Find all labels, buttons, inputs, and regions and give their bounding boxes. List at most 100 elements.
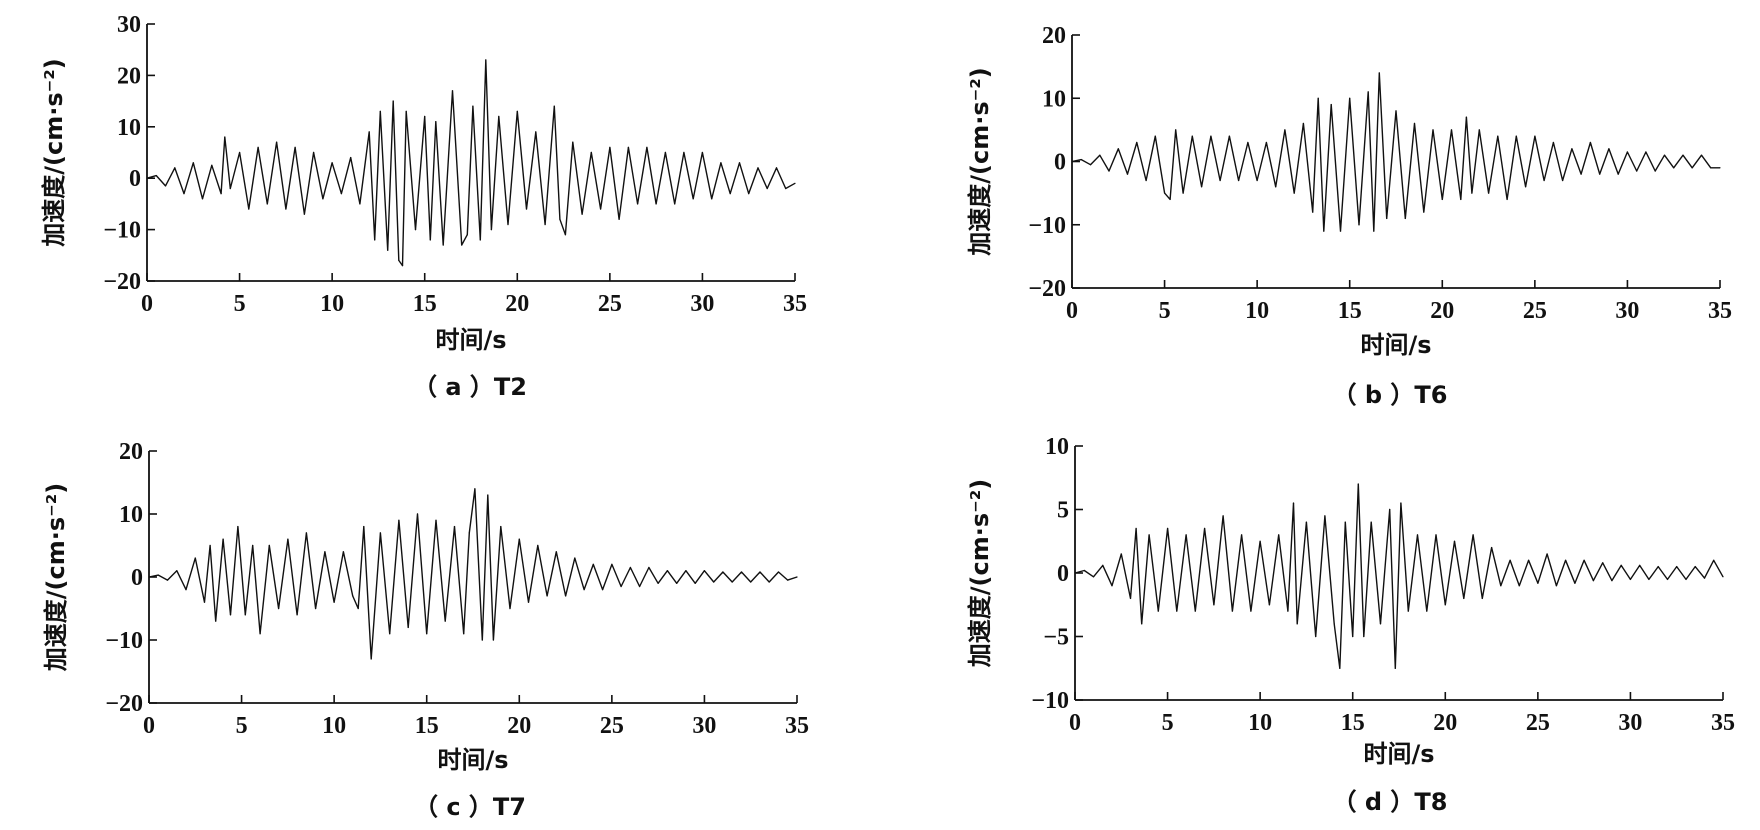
data-point <box>627 146 630 148</box>
data-point <box>192 162 194 164</box>
data-point <box>1543 179 1545 182</box>
data-point <box>527 601 530 603</box>
x-tick-label: 30 <box>692 713 716 739</box>
data-point <box>1333 623 1335 625</box>
data-point <box>287 538 289 540</box>
data-point <box>639 585 641 588</box>
data-point <box>1562 179 1564 182</box>
data-point <box>1228 135 1230 137</box>
data-point <box>1278 534 1280 536</box>
x-tick-label: 25 <box>1523 298 1547 324</box>
data-point <box>1111 585 1113 587</box>
data-point <box>164 185 167 187</box>
acceleration-trace <box>148 488 798 660</box>
x-tick-label: 5 <box>1162 710 1174 736</box>
data-point <box>1129 597 1132 600</box>
data-point <box>1317 97 1319 99</box>
data-point <box>509 607 511 610</box>
data-point <box>398 519 400 521</box>
data-point <box>1394 667 1396 669</box>
data-point <box>315 607 317 610</box>
data-point <box>1592 580 1594 582</box>
data-point <box>657 582 659 584</box>
data-point <box>490 229 492 231</box>
data-point <box>720 162 722 164</box>
data-point <box>211 164 213 166</box>
data-point <box>565 595 567 597</box>
data-point <box>363 526 365 528</box>
data-point <box>553 105 555 107</box>
data-point <box>155 175 157 177</box>
data-point <box>648 566 650 569</box>
data-point <box>259 633 261 635</box>
data-point <box>1164 192 1166 194</box>
x-tick-label: 10 <box>1248 710 1272 736</box>
data-point <box>620 585 622 588</box>
data-point <box>1071 160 1073 163</box>
data-point <box>1471 192 1473 194</box>
data-point <box>1676 566 1678 568</box>
data-point <box>1537 582 1539 584</box>
data-point <box>1296 623 1298 625</box>
data-point <box>1444 604 1446 606</box>
y-tick-label: −10 <box>105 628 143 654</box>
y-axis-title: 加速度/(cm·s⁻²) <box>42 483 70 672</box>
chart-panel-1: 0 5 10 15 20 25 30 35 −20 −10 0 10 20 30 时间/s 加速度/(cm·s… <box>40 12 807 401</box>
data-point <box>1472 534 1474 536</box>
data-point <box>787 579 789 581</box>
data-point <box>1136 141 1138 144</box>
data-point <box>1292 502 1295 504</box>
data-point <box>1379 623 1382 625</box>
panel-caption: （ b ）T6 <box>1333 381 1448 409</box>
data-point <box>303 213 305 215</box>
data-point <box>740 571 743 573</box>
data-point <box>146 177 148 179</box>
data-point <box>1602 562 1604 564</box>
data-point <box>252 544 254 547</box>
x-tick-label: 10 <box>320 291 344 317</box>
data-point <box>1639 564 1641 567</box>
data-point <box>194 557 196 559</box>
data-point <box>583 589 585 591</box>
data-point <box>1608 148 1610 150</box>
data-point <box>1092 576 1095 578</box>
data-point <box>331 162 333 164</box>
data-point <box>257 146 259 148</box>
data-point <box>1395 110 1397 112</box>
y-tick-label: 0 <box>131 565 143 591</box>
data-point <box>1663 154 1666 156</box>
panel-caption: （ c ）T7 <box>414 793 526 821</box>
data-point <box>1370 521 1372 523</box>
data-point <box>1552 141 1554 144</box>
x-tick-label: 0 <box>143 713 155 739</box>
data-point <box>333 601 335 603</box>
data-point <box>1416 534 1419 536</box>
data-point <box>703 570 706 572</box>
data-point <box>248 208 250 210</box>
data-point <box>1389 508 1391 511</box>
data-point <box>1141 623 1143 625</box>
data-point <box>1102 564 1104 567</box>
data-point <box>215 620 217 622</box>
data-point <box>1241 534 1243 536</box>
data-point <box>555 551 557 553</box>
data-point <box>1169 198 1171 200</box>
x-tick-label: 0 <box>141 291 153 317</box>
data-point <box>1426 610 1428 612</box>
x-tick-label: 30 <box>690 291 714 317</box>
x-tick-label: 15 <box>413 291 437 317</box>
data-point <box>1349 97 1351 99</box>
data-point <box>1583 559 1585 561</box>
y-tick-label: −10 <box>1028 213 1066 239</box>
data-point <box>485 59 487 61</box>
y-tick-label: 5 <box>1057 498 1069 524</box>
data-point <box>1120 553 1122 555</box>
data-point <box>1620 564 1622 567</box>
data-point <box>285 208 287 210</box>
x-tick-label: 20 <box>1433 710 1457 736</box>
data-point <box>1238 179 1240 182</box>
data-point <box>1148 534 1150 536</box>
data-point <box>451 90 454 92</box>
data-point <box>564 234 567 236</box>
data-point <box>768 581 770 583</box>
